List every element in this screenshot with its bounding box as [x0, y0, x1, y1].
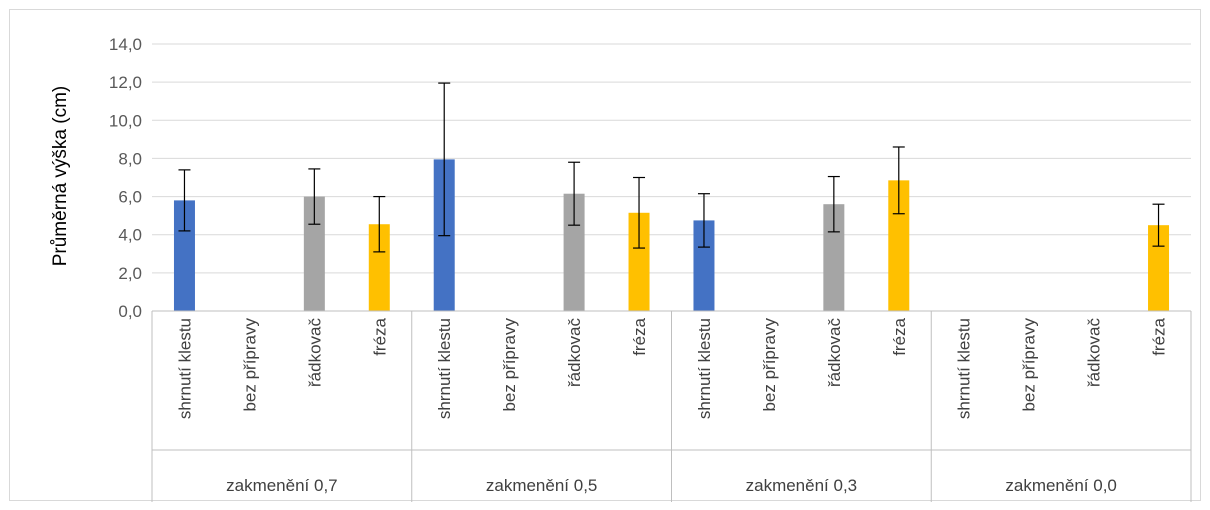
bar [563, 193, 585, 311]
group-label: zakmenění 0,5 [486, 476, 598, 495]
error-bar [568, 161, 581, 226]
bar [303, 196, 325, 311]
category-label: shrnutí klestu [435, 318, 454, 419]
bar [888, 180, 910, 311]
bar [368, 224, 390, 311]
category-label: bez přípravy [1020, 318, 1039, 412]
y-axis-ticks: 0,0 2,0 4,0 6,0 8,0 10,0 12,0 14,0 [109, 35, 142, 321]
category-label: shrnutí klestu [955, 318, 974, 419]
group-label: zakmenění 0,3 [746, 476, 858, 495]
category-label: řádkovač [565, 318, 584, 387]
chart-area [9, 9, 1201, 501]
error-bar [438, 82, 451, 237]
y-tick-label: 8,0 [118, 149, 142, 168]
error-bar [373, 195, 386, 253]
error-bar [827, 175, 840, 233]
error-bar [178, 169, 191, 232]
y-tick-label: 6,0 [118, 188, 142, 207]
error-bar [633, 176, 646, 249]
category-label: fréza [1150, 317, 1169, 355]
x-axis: zakmenění 0,7 shrnutí klestu bez přípravy ř… [151, 310, 1192, 502]
bar [628, 212, 650, 311]
group-label: zakmenění 0,0 [1005, 476, 1117, 495]
bar [693, 220, 715, 311]
y-tick-label: 12,0 [109, 73, 142, 92]
y-tick-label: 10,0 [109, 111, 142, 130]
y-tick-label: 4,0 [118, 226, 142, 245]
category-label: fréza [630, 317, 649, 355]
category-label: řádkovač [825, 318, 844, 387]
bar [823, 204, 845, 311]
category-label: shrnutí klestu [175, 318, 194, 419]
error-bars [178, 82, 1165, 253]
error-bar [892, 146, 905, 215]
category-label: bez přípravy [760, 318, 779, 412]
y-tick-label: 2,0 [118, 264, 142, 283]
category-label: shrnutí klestu [695, 318, 714, 419]
category-label: bez přípravy [240, 318, 259, 412]
category-label: řádkovač [1085, 318, 1104, 387]
error-bar [697, 193, 710, 248]
category-label: fréza [370, 317, 389, 355]
y-tick-label: 0,0 [118, 302, 142, 321]
error-bar [308, 168, 321, 225]
category-label: bez přípravy [500, 318, 519, 412]
group-label: zakmenění 0,7 [226, 476, 338, 495]
category-label: řádkovač [305, 318, 324, 387]
y-axis-title: Průměrná výška (cm) [50, 86, 71, 267]
y-tick-label: 14,0 [109, 35, 142, 54]
category-label: fréza [890, 317, 909, 355]
error-bar [1152, 203, 1165, 247]
bar [173, 200, 195, 311]
